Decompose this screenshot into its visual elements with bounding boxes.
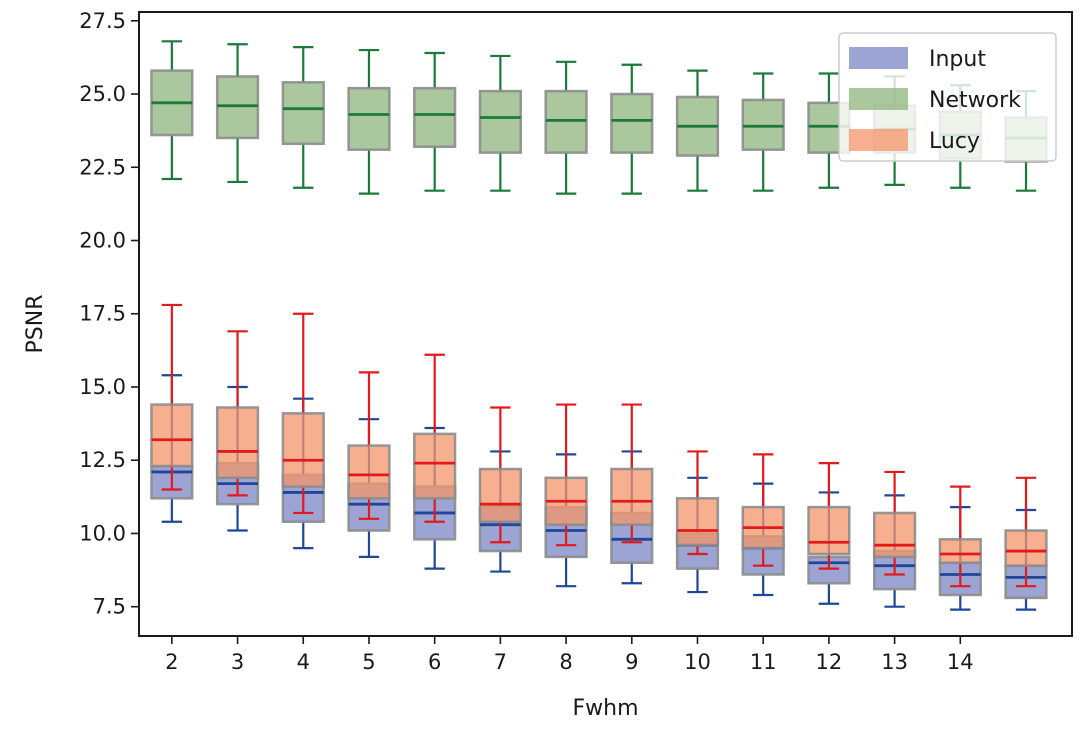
legend-swatch-lucy [849, 129, 908, 151]
series-lucy [150, 303, 1048, 588]
y-tick-label: 27.5 [79, 9, 126, 33]
x-tick-label: 4 [297, 650, 310, 674]
box-network [741, 98, 785, 151]
y-tick-label: 20.0 [79, 229, 126, 253]
x-tick-label: 9 [625, 650, 638, 674]
x-tick-label: 13 [881, 650, 908, 674]
x-axis-label: Fwhm [572, 696, 638, 721]
y-tick-label: 12.5 [79, 448, 126, 472]
box-lucy [675, 497, 720, 547]
y-tick-label: 22.5 [79, 155, 126, 179]
box-lucy [938, 538, 982, 565]
x-tick-label: 7 [494, 650, 507, 674]
legend-swatch-network [849, 88, 908, 110]
box-network [347, 86, 391, 151]
x-tick-label: 11 [750, 650, 777, 674]
y-tick-label: 25.0 [79, 82, 126, 106]
box-network [544, 89, 588, 154]
axes: 7.5 10.0 12.5 15.0 17.5 20.0 22.5 25.0 27.5 2 3 4 5 6… [79, 9, 973, 674]
legend-label-lucy: Lucy [929, 129, 980, 154]
box-lucy [807, 505, 851, 556]
box-lucy [150, 403, 194, 468]
box-network [478, 89, 522, 154]
x-tick-label: 5 [362, 650, 375, 674]
box-lucy [413, 432, 457, 500]
x-tick-label: 14 [947, 650, 974, 674]
box-network [413, 86, 457, 149]
box-network [281, 81, 325, 146]
y-axis-label: PSNR [23, 295, 48, 354]
box-lucy [281, 412, 325, 488]
box-lucy [872, 511, 917, 559]
box-lucy [610, 467, 654, 526]
legend: Input Network Lucy [838, 32, 1057, 162]
box-lucy [215, 406, 260, 480]
x-tick-label: 12 [816, 650, 843, 674]
x-tick-label: 2 [165, 650, 178, 674]
y-tick-label: 7.5 [93, 595, 126, 619]
box-lucy [347, 444, 391, 500]
axes-frame [138, 11, 1073, 637]
y-tick-label: 17.5 [79, 302, 126, 326]
y-tick-label: 10.0 [79, 521, 126, 545]
legend-label-input: Input [929, 47, 986, 72]
box-lucy [478, 467, 522, 523]
x-tick-label: 10 [684, 650, 711, 674]
box-network [215, 75, 260, 140]
x-tick-label: 3 [231, 650, 244, 674]
x-tick-label: 8 [559, 650, 572, 674]
y-tick-label: 15.0 [79, 375, 126, 399]
legend-swatch-input [849, 47, 908, 69]
box-lucy [1004, 529, 1048, 567]
box-network [610, 92, 654, 154]
legend-label-network: Network [929, 88, 1021, 113]
x-tick-label: 6 [428, 650, 441, 674]
